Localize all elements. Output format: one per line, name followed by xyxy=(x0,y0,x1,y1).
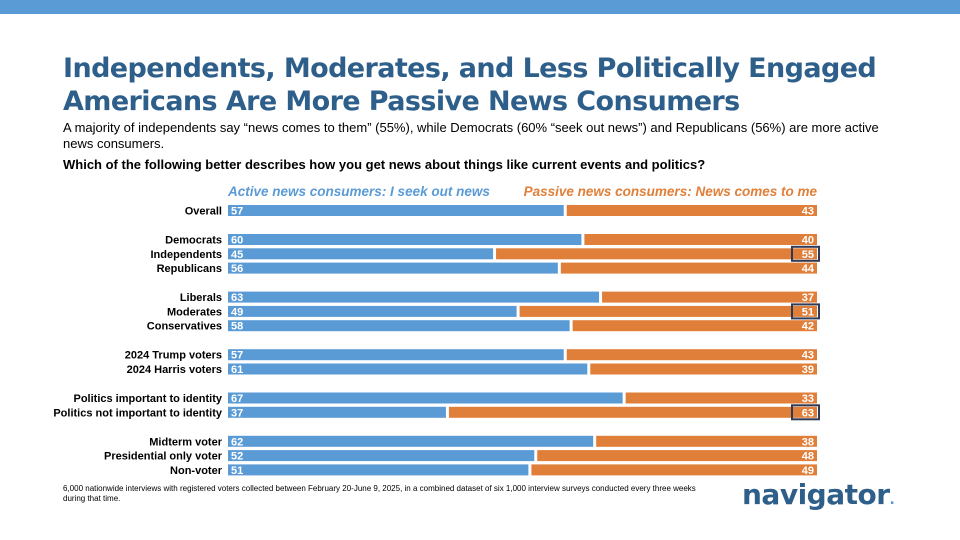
bar-passive-2024-trump-voters xyxy=(566,349,817,361)
bar-passive-moderates xyxy=(519,305,817,317)
value-passive-overall: 43 xyxy=(802,206,814,218)
bar-passive-midterm-voter xyxy=(596,435,817,447)
bar-active-midterm-voter xyxy=(228,435,594,447)
bar-active-overall xyxy=(228,205,564,216)
value-passive-moderates: 51 xyxy=(802,306,814,318)
subtitle: A majority of independents say “news com… xyxy=(63,120,879,151)
top-accent-bar xyxy=(0,0,960,14)
bar-active-politics-not-important-to-identity xyxy=(228,406,446,418)
bar-passive-presidential-only-voter xyxy=(537,450,817,462)
value-passive-politics-not-important-to-identity: 63 xyxy=(802,407,814,419)
category-label-politics-not-important-to-identity: Politics not important to identity xyxy=(53,407,223,419)
category-label-moderates: Moderates xyxy=(167,306,222,318)
category-label-politics-important-to-identity: Politics important to identity xyxy=(73,393,222,405)
category-label-republicans: Republicans xyxy=(157,263,222,275)
bar-active-liberals xyxy=(228,291,600,303)
value-passive-independents: 55 xyxy=(802,249,814,261)
survey-question: Which of the following better describes … xyxy=(63,157,706,172)
value-active-2024-trump-voters: 57 xyxy=(231,350,243,362)
value-active-conservatives: 58 xyxy=(231,321,243,333)
bar-active-independents xyxy=(228,248,494,260)
legend-active: Active news consumers: I seek out news xyxy=(227,184,490,199)
value-passive-2024-harris-voters: 39 xyxy=(802,364,814,376)
bar-active-moderates xyxy=(228,305,517,317)
bar-active-politics-important-to-identity xyxy=(228,392,623,404)
value-passive-midterm-voter: 38 xyxy=(802,436,814,448)
category-label-democrats: Democrats xyxy=(165,235,222,247)
bar-passive-independents xyxy=(496,248,817,260)
legend-passive: Passive news consumers: News comes to me xyxy=(524,184,818,199)
category-label-liberals: Liberals xyxy=(180,292,222,304)
value-active-midterm-voter: 62 xyxy=(231,436,243,448)
bar-passive-politics-not-important-to-identity xyxy=(448,406,817,418)
value-passive-non-voter: 49 xyxy=(802,465,814,477)
value-passive-politics-important-to-identity: 33 xyxy=(802,393,814,405)
bar-passive-republicans xyxy=(560,262,817,274)
value-active-overall: 57 xyxy=(231,206,243,218)
bar-passive-politics-important-to-identity xyxy=(625,392,817,404)
navigator-logo: navigator. xyxy=(742,478,895,511)
category-label-non-voter: Non-voter xyxy=(170,465,223,477)
bar-passive-2024-harris-voters xyxy=(590,363,817,375)
value-active-politics-important-to-identity: 67 xyxy=(231,393,243,405)
highlight-box-independents xyxy=(791,245,820,262)
bar-active-democrats xyxy=(228,234,582,245)
category-label-midterm-voter: Midterm voter xyxy=(149,436,222,448)
logo-text: navigator xyxy=(742,478,890,511)
bar-passive-conservatives xyxy=(572,320,817,332)
bar-passive-overall xyxy=(566,205,817,216)
bar-active-2024-harris-voters xyxy=(228,363,588,375)
category-label-independents: Independents xyxy=(150,249,222,261)
value-active-independents: 45 xyxy=(231,249,243,261)
title-line-2: Americans Are More Passive News Consumer… xyxy=(63,86,740,117)
value-active-moderates: 49 xyxy=(231,306,243,318)
category-label-2024-harris-voters: 2024 Harris voters xyxy=(127,364,222,376)
value-active-non-voter: 51 xyxy=(231,465,243,477)
value-passive-conservatives: 42 xyxy=(802,321,814,333)
value-active-democrats: 60 xyxy=(231,235,243,247)
category-label-conservatives: Conservatives xyxy=(147,321,222,333)
value-passive-presidential-only-voter: 48 xyxy=(802,451,814,463)
bar-passive-democrats xyxy=(584,234,817,245)
value-active-presidential-only-voter: 52 xyxy=(231,451,243,463)
highlight-box-politics-not-important-to-identity xyxy=(791,404,820,421)
bar-passive-liberals xyxy=(602,291,817,303)
category-label-presidential-only-voter: Presidential only voter xyxy=(104,451,223,463)
methodology-footnote: 6,000 nationwide interviews with registe… xyxy=(63,484,696,503)
value-passive-democrats: 40 xyxy=(802,235,814,247)
category-label-2024-trump-voters: 2024 Trump voters xyxy=(125,350,222,362)
value-active-republicans: 56 xyxy=(231,263,243,275)
value-active-politics-not-important-to-identity: 37 xyxy=(231,407,243,419)
highlight-box-moderates xyxy=(791,303,820,320)
category-label-overall: Overall xyxy=(185,206,222,218)
bar-active-presidential-only-voter xyxy=(228,450,535,462)
bar-active-republicans xyxy=(228,262,558,274)
value-active-liberals: 63 xyxy=(231,292,243,304)
value-active-2024-harris-voters: 61 xyxy=(231,364,243,376)
bar-active-conservatives xyxy=(228,320,570,332)
bar-passive-non-voter xyxy=(531,464,817,476)
page-title: Independents, Moderates, and Less Politi… xyxy=(63,52,923,118)
bar-active-2024-trump-voters xyxy=(228,349,564,361)
value-passive-liberals: 37 xyxy=(802,292,814,304)
bar-active-non-voter xyxy=(228,464,529,476)
value-passive-republicans: 44 xyxy=(802,263,815,275)
title-line-1: Independents, Moderates, and Less Politi… xyxy=(63,53,877,84)
value-passive-2024-trump-voters: 43 xyxy=(802,350,814,362)
logo-dot: . xyxy=(889,492,895,508)
